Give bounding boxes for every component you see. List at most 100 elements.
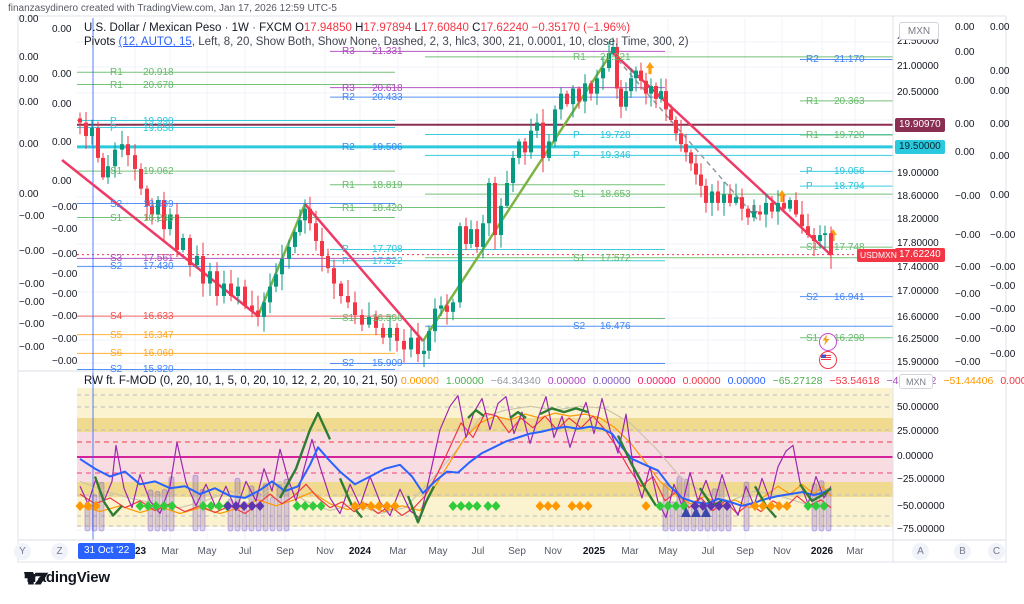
pivot-label: R1 (342, 202, 355, 214)
pivot-label: S1 (806, 332, 819, 344)
pivot-label: S4 (110, 311, 123, 323)
osc-status-value: 0.00000 (682, 375, 721, 387)
overlay-scale-value: 0.00 (990, 151, 1010, 162)
tradingview-logomark (24, 572, 49, 585)
pivot-value: 15.820 (143, 364, 174, 376)
pivot-label: S1 (806, 242, 819, 254)
pivot-value: 17.561 (143, 253, 174, 265)
overlay-scale-value: 0.00 (990, 86, 1010, 97)
pivot-value: 20.618 (372, 82, 403, 94)
overlay-scale-value: −0.00 (955, 334, 981, 345)
timeaxis-button-b[interactable]: B (954, 543, 971, 560)
pivot-value: 16.596 (372, 313, 403, 325)
osc-status-value: −51.44406 (943, 375, 994, 387)
pivot-label: S2 (573, 321, 586, 333)
time-tick: 2026 (810, 546, 834, 557)
pivot-value: 19.728 (600, 129, 631, 141)
overlay-scale-value: 0.00 (955, 147, 975, 158)
time-tick: May (428, 546, 448, 557)
time-tick: Nov (316, 546, 334, 557)
overlay-scale-value: −0.00 (19, 297, 45, 308)
time-tick: Mar (161, 546, 179, 557)
overlay-scale-value: 0.00 (19, 74, 39, 85)
pivot-label: R2 (342, 141, 355, 153)
main-pane (61, 18, 893, 540)
pivot-label: P (573, 129, 580, 141)
overlay-scale-value: −0.00 (955, 312, 981, 323)
interval-label[interactable]: 1W (231, 22, 249, 34)
currency-button-lower[interactable]: MXN (899, 374, 933, 389)
symbol-title: U.S. Dollar / Mexican Peso (84, 22, 222, 34)
overlay-scale-value: −0.00 (955, 230, 981, 241)
tradingview-logo[interactable]: TradingView (24, 569, 110, 586)
pivot-value: 16.347 (143, 329, 174, 341)
symbol-legend[interactable]: U.S. Dollar / Mexican Peso · 1W · FXCM O… (84, 22, 631, 34)
overlay-scale-value: 0.00 (990, 66, 1010, 77)
overlay-scale-value: 0.00 (955, 119, 975, 130)
timeaxis-button-a[interactable]: A (912, 543, 929, 560)
pivot-label: R1 (806, 129, 819, 141)
price-tick: 17.40000 (897, 262, 939, 273)
price-tick: 20.50000 (897, 87, 939, 98)
overlay-scale-value: 0.00 (990, 119, 1010, 130)
price-tick: 21.00000 (897, 61, 939, 72)
time-tick: May (197, 546, 217, 557)
pivot-label: R3 (342, 46, 355, 58)
oscillator-pane (75, 388, 893, 532)
time-tick: Mar (846, 546, 864, 557)
pivot-value: 19.720 (834, 129, 865, 141)
pivot-label: S5 (110, 329, 123, 341)
osc-tick: −25.00000 (897, 474, 945, 485)
overlay-scale-value: 0.00 (990, 190, 1010, 201)
lightning-event-icon[interactable] (819, 333, 837, 351)
osc-tick: −75.00000 (897, 524, 945, 535)
osc-status-value: 0.00000 (637, 375, 676, 387)
pivot-value: 21.331 (372, 46, 403, 58)
pivot-value: 21.170 (834, 54, 865, 66)
pivots-indicator-legend[interactable]: Pivots (12, AUTO, 15, Left, 8, 20, Show … (84, 36, 689, 48)
pivot-value: 17.748 (834, 242, 865, 254)
overlay-scale-value: −0.00 (52, 224, 78, 235)
pivot-value: 18.653 (600, 189, 631, 201)
zigzag-line (61, 159, 259, 317)
lightning-bolt-icon (822, 334, 830, 346)
overlay-scale-value: −0.00 (955, 357, 981, 368)
pivot-value: 20.918 (143, 67, 174, 79)
price-tick: 21.50000 (897, 36, 939, 47)
overlay-scale-value: 0.00 (19, 52, 39, 63)
oscillator-values: 0.00000 1.00000 −64.34340 0.00000 0.00000 0.0… (401, 375, 1024, 387)
trendline (617, 59, 758, 220)
oscillator-legend[interactable]: RW ft. F-MOD (0, 20, 10, 1, 5, 0, 20, 10… (84, 375, 1024, 389)
osc-status-value: 0.00000 (592, 375, 631, 387)
timeaxis-button-y[interactable]: Y (14, 543, 31, 560)
low-value: 17.60840 (420, 22, 469, 34)
overlay-scale-value: 0.00 (52, 99, 72, 110)
timeaxis-button-c[interactable]: C (988, 543, 1005, 560)
pivot-label: S2 (110, 364, 123, 376)
osc-tick: −50.00000 (897, 501, 945, 512)
pivot-label: P (342, 255, 349, 267)
pivot-label: S1 (110, 166, 123, 178)
osc-status-value: −64.34340 (490, 375, 541, 387)
overlay-scale-value: 0.00 (52, 137, 72, 148)
pivot-label: P (573, 150, 580, 162)
zigzag-line (611, 51, 832, 256)
economic-event-icon[interactable] (819, 351, 837, 369)
time-tick: Jul (701, 546, 715, 557)
pivot-label: R1 (110, 67, 123, 79)
price-badge: 17.62240 (895, 248, 945, 262)
pivot-value: 20.363 (834, 95, 865, 107)
overlay-scale-value: −0.00 (990, 230, 1016, 241)
overlay-scale-value: −0.00 (955, 191, 981, 202)
pivot-label: S1 (110, 212, 123, 224)
pivot-label: S1 (342, 313, 355, 325)
change-value: −0.35170 (−1.96%) (531, 22, 631, 34)
overlay-scale-value: 0.00 (955, 47, 975, 58)
timeaxis-button-z[interactable]: Z (51, 543, 68, 560)
pivot-value: 17.708 (372, 244, 403, 256)
pivot-value: 16.476 (600, 321, 631, 333)
currency-button-main[interactable]: MXN (899, 22, 939, 40)
overlay-scale-value: 0.00 (19, 14, 39, 25)
overlay-scale-value: −0.00 (990, 324, 1016, 335)
